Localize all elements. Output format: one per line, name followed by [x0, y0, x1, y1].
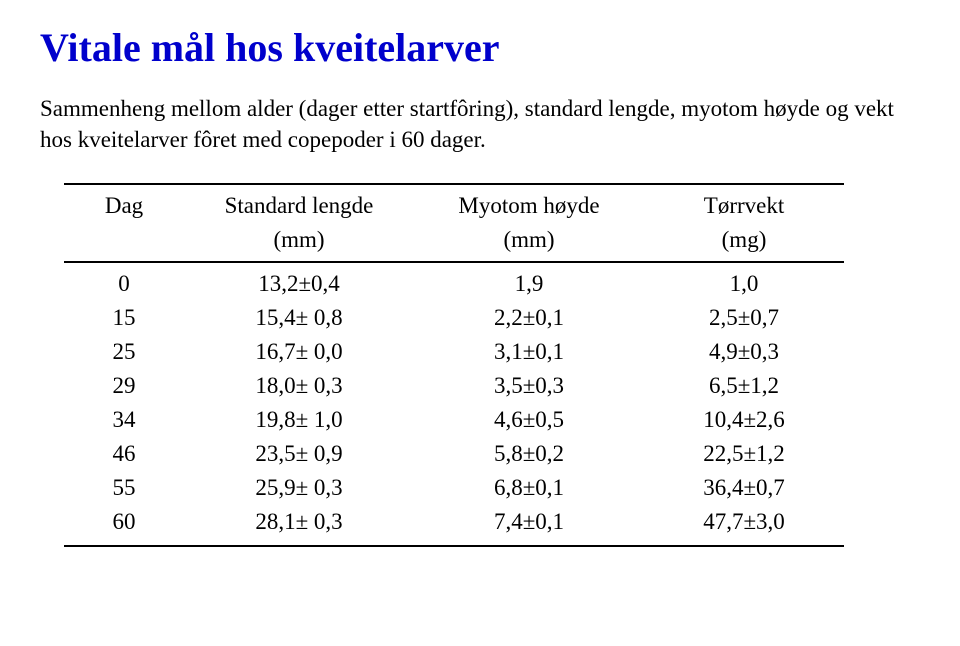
table-header-row-2: (mm) (mm) (mg) — [64, 223, 844, 262]
page-subtitle: Sammenheng mellom alder (dager etter sta… — [40, 93, 920, 155]
table-header: Dag Standard lengde Myotom høyde Tørrvek… — [64, 184, 844, 262]
cell: 25,9± 0,3 — [184, 471, 414, 505]
col-unit-dag — [64, 223, 184, 262]
cell: 4,6±0,5 — [414, 403, 644, 437]
cell: 22,5±1,2 — [644, 437, 844, 471]
cell: 6,8±0,1 — [414, 471, 644, 505]
table-row: 60 28,1± 0,3 7,4±0,1 47,7±3,0 — [64, 505, 844, 546]
table-row: 0 13,2±0,4 1,9 1,0 — [64, 262, 844, 301]
cell: 15 — [64, 301, 184, 335]
cell: 55 — [64, 471, 184, 505]
table-header-row-1: Dag Standard lengde Myotom høyde Tørrvek… — [64, 184, 844, 223]
cell: 19,8± 1,0 — [184, 403, 414, 437]
cell: 29 — [64, 369, 184, 403]
col-unit-tv: (mg) — [644, 223, 844, 262]
cell: 6,5±1,2 — [644, 369, 844, 403]
table-row: 25 16,7± 0,0 3,1±0,1 4,9±0,3 — [64, 335, 844, 369]
cell: 47,7±3,0 — [644, 505, 844, 546]
table-row: 34 19,8± 1,0 4,6±0,5 10,4±2,6 — [64, 403, 844, 437]
cell: 2,5±0,7 — [644, 301, 844, 335]
page-title: Vitale mål hos kveitelarver — [40, 24, 920, 71]
table-body: 0 13,2±0,4 1,9 1,0 15 15,4± 0,8 2,2±0,1 … — [64, 262, 844, 546]
cell: 16,7± 0,0 — [184, 335, 414, 369]
data-table: Dag Standard lengde Myotom høyde Tørrvek… — [64, 183, 844, 547]
cell: 13,2±0,4 — [184, 262, 414, 301]
table-row: 29 18,0± 0,3 3,5±0,3 6,5±1,2 — [64, 369, 844, 403]
cell: 10,4±2,6 — [644, 403, 844, 437]
table-row: 46 23,5± 0,9 5,8±0,2 22,5±1,2 — [64, 437, 844, 471]
cell: 1,9 — [414, 262, 644, 301]
page: Vitale mål hos kveitelarver Sammenheng m… — [0, 0, 960, 547]
col-header-dag: Dag — [64, 184, 184, 223]
cell: 0 — [64, 262, 184, 301]
cell: 28,1± 0,3 — [184, 505, 414, 546]
cell: 15,4± 0,8 — [184, 301, 414, 335]
cell: 3,1±0,1 — [414, 335, 644, 369]
cell: 60 — [64, 505, 184, 546]
cell: 46 — [64, 437, 184, 471]
col-header-mh: Myotom høyde — [414, 184, 644, 223]
cell: 1,0 — [644, 262, 844, 301]
col-header-sl: Standard lengde — [184, 184, 414, 223]
cell: 7,4±0,1 — [414, 505, 644, 546]
cell: 3,5±0,3 — [414, 369, 644, 403]
table-row: 15 15,4± 0,8 2,2±0,1 2,5±0,7 — [64, 301, 844, 335]
cell: 23,5± 0,9 — [184, 437, 414, 471]
cell: 34 — [64, 403, 184, 437]
cell: 25 — [64, 335, 184, 369]
cell: 2,2±0,1 — [414, 301, 644, 335]
cell: 18,0± 0,3 — [184, 369, 414, 403]
cell: 36,4±0,7 — [644, 471, 844, 505]
cell: 4,9±0,3 — [644, 335, 844, 369]
col-header-tv: Tørrvekt — [644, 184, 844, 223]
cell: 5,8±0,2 — [414, 437, 644, 471]
col-unit-mh: (mm) — [414, 223, 644, 262]
table-row: 55 25,9± 0,3 6,8±0,1 36,4±0,7 — [64, 471, 844, 505]
col-unit-sl: (mm) — [184, 223, 414, 262]
